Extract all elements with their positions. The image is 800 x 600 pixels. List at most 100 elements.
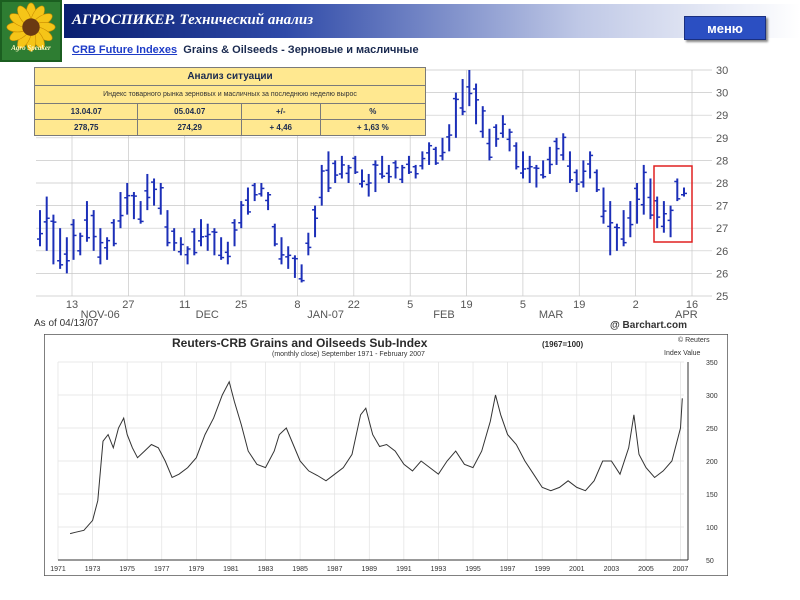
chart2-title-note: (1967=100) <box>542 340 583 349</box>
menu-button[interactable]: меню <box>684 16 766 40</box>
table-title: Анализ ситуации <box>34 67 426 86</box>
price-bar <box>372 160 379 193</box>
y-tick-label: 275 <box>716 201 728 213</box>
price-bar <box>459 79 466 116</box>
price-bar <box>151 178 158 206</box>
price-bar <box>385 164 392 183</box>
price-bar <box>432 146 439 165</box>
price-bar <box>593 169 600 193</box>
header-percent: % <box>319 103 427 120</box>
x-tick-label: 11 <box>179 299 190 311</box>
x-tick-label: 2 <box>633 299 639 311</box>
price-bar <box>513 142 520 170</box>
price-bar <box>607 201 614 256</box>
logo: Agro Speaker <box>0 0 62 62</box>
price-bar <box>224 241 231 265</box>
price-bar <box>553 137 560 165</box>
x-tick-label: 5 <box>520 299 526 311</box>
price-bar <box>97 228 104 265</box>
price-bar <box>479 106 486 138</box>
price-bar <box>271 223 278 247</box>
price-bar <box>318 164 325 206</box>
x-tick-label: 27 <box>122 299 134 311</box>
y-tick-label: 305 <box>716 66 728 77</box>
price-bar <box>486 128 493 161</box>
y-tick-label: 100 <box>706 525 718 532</box>
price-bar <box>627 201 634 238</box>
situation-table: Анализ ситуации Индекс товарного рынка з… <box>33 67 427 136</box>
price-bar <box>634 183 641 224</box>
y-tick-label: 150 <box>706 492 718 499</box>
app-title: АГРОСПИКЕР. Технический анализ <box>72 12 314 28</box>
x-tick-label: 5 <box>407 299 413 311</box>
sunflower-icon <box>6 2 56 52</box>
price-bar <box>63 237 70 274</box>
y-tick-label: 250 <box>706 426 718 433</box>
price-bar <box>640 164 647 215</box>
price-bar <box>338 155 345 179</box>
price-bar <box>83 201 90 242</box>
month-label: DEC <box>196 309 219 321</box>
price-bar <box>130 192 137 220</box>
price-bar <box>171 228 178 251</box>
x-tick-label: 1989 <box>361 566 377 573</box>
month-label: NOV-06 <box>81 309 120 321</box>
price-bar <box>298 264 305 283</box>
y-tick-label: 265 <box>716 246 728 258</box>
month-label: MAR <box>539 309 564 321</box>
subtitle-text: Grains & Oilseeds - Зерновые и масличные <box>183 44 419 56</box>
value-previous: 274,29 <box>137 119 242 136</box>
price-bar <box>647 178 654 220</box>
y-tick-label: 285 <box>716 155 728 167</box>
price-bar <box>244 187 251 215</box>
price-bar <box>412 164 419 179</box>
price-bar <box>613 223 620 251</box>
price-bar <box>587 151 594 179</box>
price-bar <box>312 205 319 238</box>
price-bar <box>426 142 433 165</box>
header-date-current: 13.04.07 <box>33 103 139 120</box>
as-of-label: As of 04/13/07 <box>34 318 99 329</box>
price-bar <box>520 151 526 179</box>
price-bar <box>580 160 587 188</box>
price-bar <box>526 155 533 183</box>
y-tick-label: 300 <box>716 88 728 100</box>
price-bar <box>218 237 225 260</box>
x-tick-label: 19 <box>573 299 585 311</box>
header-change: +/- <box>240 103 321 120</box>
price-bar <box>144 173 151 211</box>
y-axis-labels: 50 100 150 200 250 300 350 <box>706 360 718 565</box>
x-axis-labels: 1971 1973 1975 1977 1979 1981 1983 1985 1987 1989… <box>50 566 688 573</box>
x-tick-label: 1995 <box>465 566 481 573</box>
price-bar <box>439 137 446 161</box>
y-tick-label: 295 <box>716 110 728 122</box>
x-tick-label: 22 <box>348 299 360 311</box>
crb-indexes-link[interactable]: CRB Future Indexes <box>72 44 178 56</box>
value-change: + 4,46 <box>240 119 321 136</box>
price-bar <box>620 210 627 247</box>
price-bar <box>365 173 372 197</box>
price-bar <box>258 183 265 197</box>
price-bar <box>77 232 84 256</box>
price-bar <box>660 201 667 233</box>
price-bar <box>278 237 285 265</box>
price-bar <box>211 228 218 256</box>
price-bar <box>540 160 547 179</box>
x-tick-label: 1971 <box>50 566 66 573</box>
x-tick-label: 16 <box>686 299 698 311</box>
chart2-subtitle: (monthly close) September 1971 - Februar… <box>272 351 425 358</box>
x-tick-label: 1977 <box>154 566 170 573</box>
price-bar <box>379 155 386 179</box>
price-bar <box>560 133 567 161</box>
price-bar <box>305 232 312 256</box>
x-tick-label: 13 <box>66 299 78 311</box>
price-bar <box>392 160 399 179</box>
price-bar <box>204 223 211 251</box>
price-bar <box>70 219 77 260</box>
price-bar <box>399 164 406 183</box>
x-tick-label: 1979 <box>189 566 205 573</box>
price-bar <box>674 178 681 202</box>
price-bar <box>43 196 50 251</box>
price-bars <box>37 70 687 283</box>
x-tick-label: 1973 <box>85 566 101 573</box>
